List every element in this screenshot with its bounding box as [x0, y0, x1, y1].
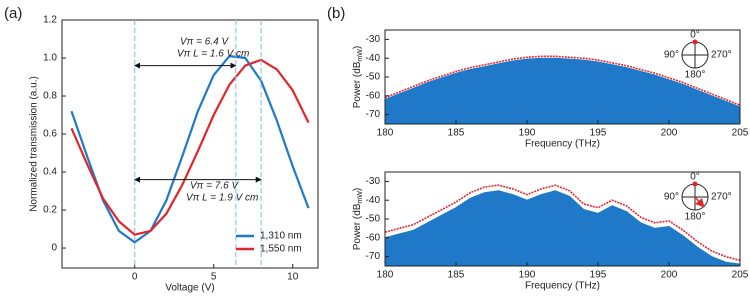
x-tick-label: 180 [377, 270, 394, 281]
polar-label: 180° [685, 70, 706, 81]
y-tick-label: -30 [366, 176, 381, 187]
y-tick-label: 0.6 [43, 129, 57, 140]
y-tick-label: -40 [366, 195, 381, 206]
envelope-line [385, 184, 740, 262]
polar-label: 180° [685, 212, 706, 223]
x-tick-label: 190 [519, 128, 536, 139]
y-tick-label: 1.2 [43, 15, 57, 26]
y-axis-label-part: Power (dB [352, 203, 363, 250]
x-tick-label: 10 [287, 272, 299, 283]
x-tick-label: 205 [732, 270, 749, 281]
plot-frame [61, 19, 319, 269]
x-tick-label: 185 [448, 128, 465, 139]
annotation: Vπ = 7.6 V [190, 181, 239, 192]
panel-label: (b) [327, 5, 345, 22]
annotation: Vπ L = 1.9 V cm [186, 193, 258, 204]
polar-label: 0° [690, 30, 700, 41]
x-tick-label: 5 [211, 272, 217, 283]
polar-label: 270° [711, 50, 732, 61]
x-tick-label: 200 [661, 270, 678, 281]
y-tick-label: -60 [366, 90, 381, 101]
x-axis-label: Frequency (THz) [525, 281, 600, 292]
legend-label: 1,550 nm [260, 244, 302, 255]
x-tick-label: 195 [590, 128, 607, 139]
y-tick-label: -70 [366, 251, 381, 262]
x-tick-label: 195 [590, 270, 607, 281]
y-axis-label-part: mW [357, 49, 364, 62]
y-tick-label: -40 [366, 53, 381, 64]
polar-label: 90° [664, 192, 679, 203]
y-tick-label: -30 [366, 34, 381, 45]
x-axis-label: Frequency (THz) [525, 139, 600, 150]
polar-label: 90° [664, 50, 679, 61]
y-tick-label: -50 [366, 214, 381, 225]
y-tick-label: 0.4 [43, 167, 57, 178]
polar-label: 270° [711, 192, 732, 203]
polar-arrow [694, 196, 705, 208]
y-axis-label: Normalized transmission (a.u.) [29, 76, 40, 212]
annotation: Vπ L = 1.6 V cm [177, 49, 249, 60]
annotation: Vπ = 6.4 V [180, 37, 229, 48]
x-tick-label: 180 [377, 128, 394, 139]
y-tick-label: 0 [51, 243, 57, 254]
y-tick-label: 0.8 [43, 91, 57, 102]
panel-label: (a) [4, 5, 22, 22]
spectrum-area [385, 57, 740, 124]
polar-dot [692, 181, 698, 187]
x-tick-label: 200 [661, 128, 678, 139]
x-tick-label: 190 [519, 270, 536, 281]
data-line [70, 54, 310, 244]
legend-label: 1,310 nm [260, 231, 302, 242]
x-axis-label: Voltage (V) [165, 283, 214, 294]
y-axis-label-part: ) [352, 188, 363, 191]
spectrum-area [385, 190, 740, 266]
polar-label: 0° [690, 172, 700, 183]
y-tick-label: -50 [366, 72, 381, 83]
y-tick-label: 0.2 [43, 205, 57, 216]
y-tick-label: 1.0 [43, 53, 57, 64]
y-tick-label: -60 [366, 232, 381, 243]
x-tick-label: 0 [132, 272, 138, 283]
y-axis-label: Power (dBmW) [352, 46, 365, 108]
y-axis-label: Power (dBmW) [352, 188, 365, 250]
y-tick-label: -70 [366, 109, 381, 120]
y-axis-label-part: ) [352, 46, 363, 49]
x-tick-label: 205 [732, 128, 749, 139]
envelope-line [385, 55, 740, 106]
y-axis-label-part: mW [357, 191, 364, 204]
data-line [70, 58, 310, 236]
polar-dot [692, 39, 698, 45]
x-tick-label: 185 [448, 270, 465, 281]
y-axis-label-part: Power (dB [352, 61, 363, 108]
